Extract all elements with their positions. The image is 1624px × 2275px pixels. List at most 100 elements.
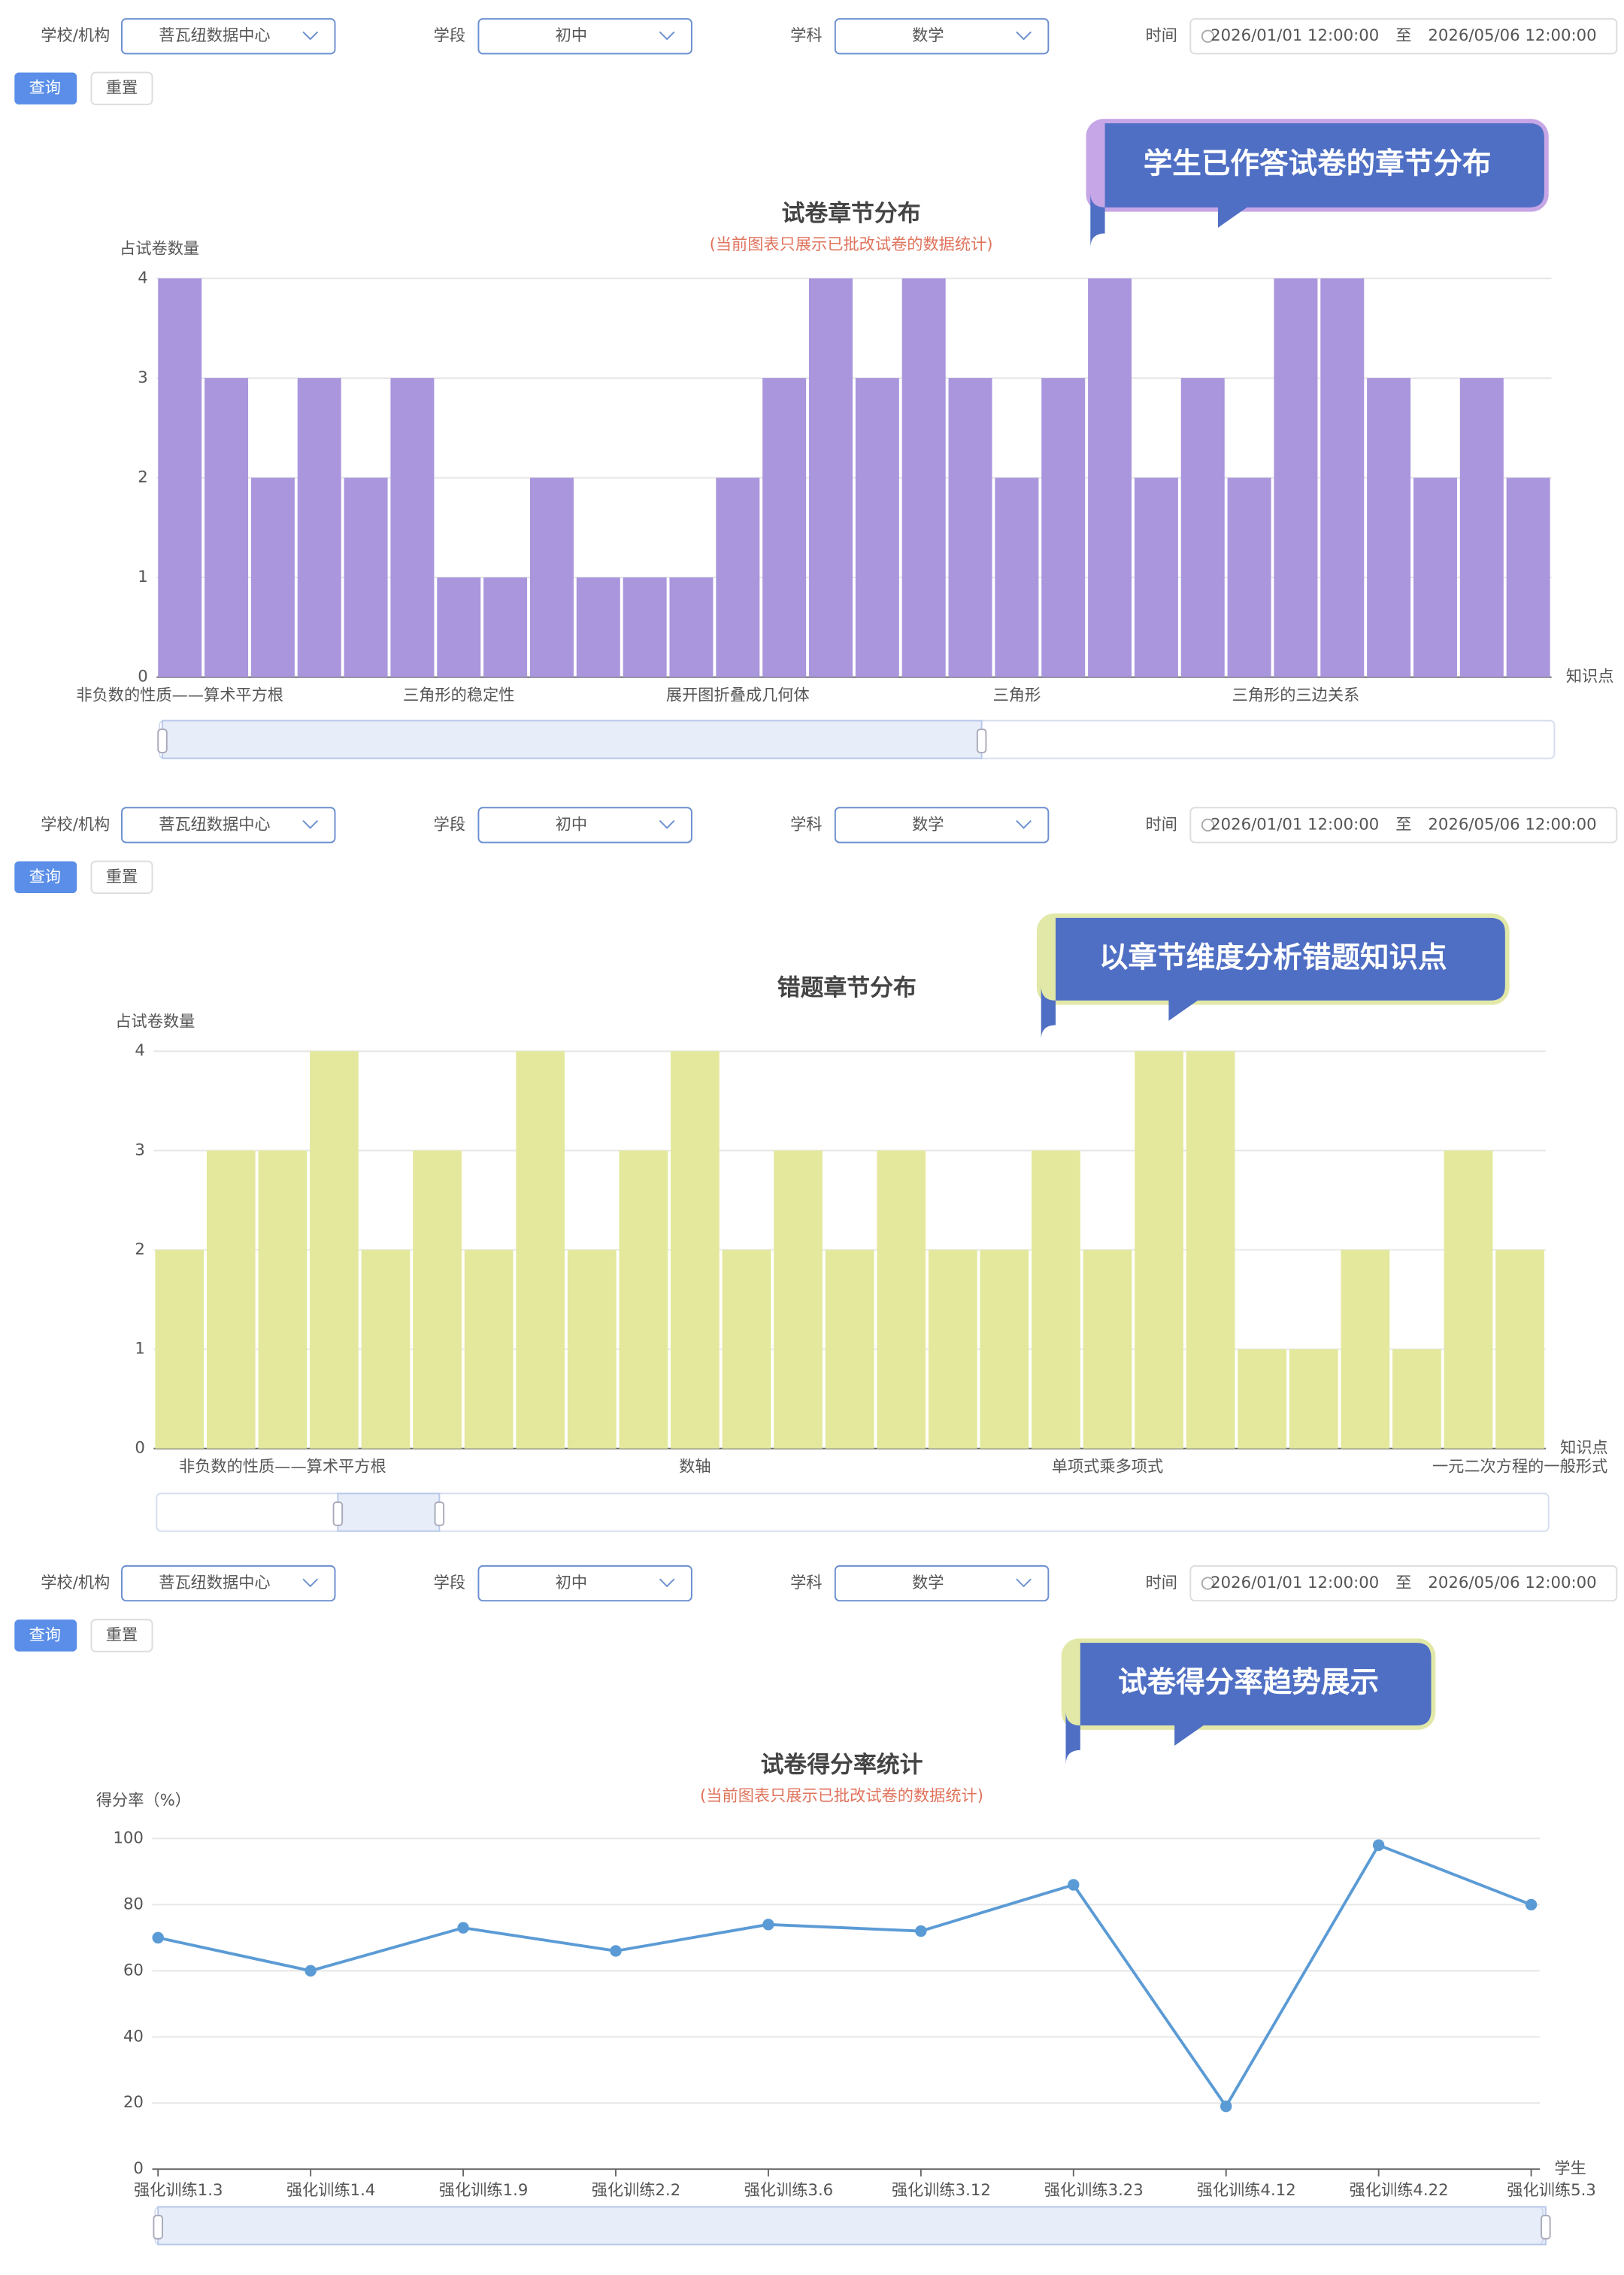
- bar: [1083, 1250, 1132, 1449]
- select[interactable]: [477, 1565, 692, 1602]
- zoom-handle[interactable]: [434, 1501, 445, 1526]
- y-tick-label: 100: [113, 1828, 143, 1847]
- bar: [1227, 477, 1271, 677]
- zoom-window[interactable]: [162, 719, 983, 759]
- bar: [619, 1150, 668, 1449]
- x-axis-label: 学生: [1554, 2159, 1586, 2178]
- select-arrow: [302, 1578, 319, 1588]
- select-value: 初中: [556, 26, 587, 45]
- bar: [529, 477, 574, 677]
- reset-button[interactable]: [90, 860, 153, 894]
- zoom-window[interactable]: [337, 1492, 441, 1532]
- bar: [437, 577, 481, 677]
- select-arrow: [302, 31, 319, 41]
- select-arrow: [659, 819, 675, 829]
- point: [915, 1925, 927, 1937]
- date-end: 2026/05/06 12:00:00: [1428, 26, 1596, 45]
- select[interactable]: [834, 1565, 1050, 1602]
- select[interactable]: [121, 807, 336, 844]
- select-arrow: [659, 31, 675, 41]
- select[interactable]: [477, 18, 692, 55]
- bar: [1032, 1150, 1080, 1449]
- zoom-handle[interactable]: [157, 729, 168, 753]
- x-tick-label: 非负数的性质——算术平方根: [179, 1458, 386, 1477]
- bar: [877, 1150, 926, 1449]
- callout-text: 以章节维度分析错题知识点: [1099, 941, 1447, 974]
- select-value: 菩瓦纽数据中心: [159, 1574, 270, 1592]
- query-button[interactable]: [14, 1619, 77, 1652]
- bar: [483, 577, 528, 677]
- x-tick-label: 强化训练3.12: [892, 2181, 991, 2200]
- bar: [716, 477, 760, 677]
- point: [610, 1945, 622, 1957]
- y-tick-label: 3: [135, 1141, 145, 1159]
- select-value: 初中: [556, 1574, 587, 1592]
- bar: [901, 278, 946, 677]
- bar: [158, 278, 202, 677]
- query-button[interactable]: [14, 861, 77, 894]
- bar: [310, 1051, 359, 1449]
- zoom-handle[interactable]: [332, 1501, 344, 1526]
- date-range[interactable]: [1189, 18, 1618, 55]
- bar: [1180, 377, 1225, 677]
- bar: [1088, 278, 1132, 677]
- x-tick-label: 强化训练1.3: [134, 2181, 223, 2200]
- select[interactable]: [121, 1565, 336, 1602]
- date-sep: 至: [1395, 815, 1411, 834]
- select[interactable]: [834, 18, 1050, 55]
- x-tick-label: 数轴: [679, 1458, 710, 1477]
- select[interactable]: [477, 807, 692, 844]
- chart-subtitle: (当前图表只展示已批改试卷的数据统计): [710, 235, 993, 254]
- clock-icon: [1201, 29, 1215, 43]
- y-tick-label: 0: [135, 1439, 145, 1458]
- bar: [1289, 1349, 1338, 1449]
- bar: [623, 577, 667, 677]
- select-arrow: [1016, 819, 1032, 829]
- filter-label: 学校/机构: [41, 1574, 110, 1592]
- callout-box: [1090, 123, 1544, 248]
- zoom-handle[interactable]: [976, 729, 987, 753]
- filter-label: 学科: [790, 815, 822, 834]
- y-tick-label: 2: [138, 468, 148, 487]
- bar: [671, 1051, 720, 1449]
- zoom-handle[interactable]: [1541, 2214, 1551, 2240]
- y-tick-label: 40: [123, 2027, 144, 2046]
- select-arrow: [1016, 1578, 1032, 1588]
- y-tick-label: 0: [138, 668, 148, 686]
- date-range[interactable]: [1189, 807, 1618, 844]
- bar: [855, 377, 899, 677]
- reset-button[interactable]: [90, 1619, 153, 1652]
- select-value: 数学: [912, 815, 944, 834]
- bar: [1186, 1051, 1235, 1449]
- point: [152, 1931, 164, 1944]
- date-start: 2026/01/01 12:00:00: [1210, 1574, 1379, 1592]
- select[interactable]: [121, 18, 336, 55]
- reset-label: 重置: [106, 868, 138, 886]
- query-label: 查询: [29, 79, 61, 98]
- bar: [948, 377, 992, 677]
- x-tick-label: 三角形的稳定性: [403, 686, 514, 705]
- x-tick-label: 强化训练1.4: [286, 2181, 376, 2200]
- query-button[interactable]: [14, 72, 77, 105]
- date-end: 2026/05/06 12:00:00: [1428, 1574, 1596, 1592]
- x-axis-label: 知识点: [1566, 668, 1614, 686]
- bar: [1392, 1349, 1441, 1449]
- y-tick-label: 0: [133, 2159, 144, 2178]
- chart-subtitle: (当前图表只展示已批改试卷的数据统计): [700, 1787, 983, 1806]
- zoom-handle[interactable]: [153, 2214, 163, 2240]
- select[interactable]: [834, 807, 1050, 844]
- reset-button[interactable]: [90, 71, 153, 105]
- y-tick-label: 20: [123, 2093, 144, 2112]
- zoom-window[interactable]: [157, 2206, 1547, 2246]
- point: [304, 1964, 317, 1977]
- date-range[interactable]: [1189, 1565, 1618, 1602]
- y-axis-label: 占试卷数量: [115, 1013, 195, 1031]
- date-start: 2026/01/01 12:00:00: [1210, 26, 1379, 45]
- filter-label: 学段: [434, 26, 465, 45]
- bar: [980, 1250, 1029, 1449]
- bar: [762, 377, 807, 677]
- point: [457, 1922, 469, 1934]
- y-tick-label: 2: [135, 1240, 145, 1259]
- bar: [1459, 377, 1504, 677]
